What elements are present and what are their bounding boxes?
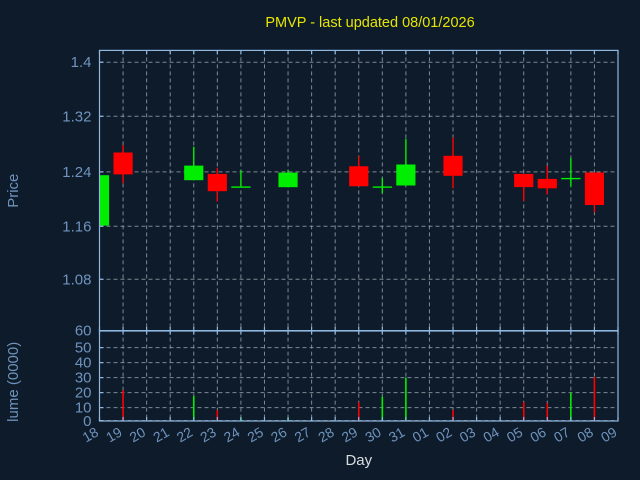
svg-text:60: 60 bbox=[75, 323, 92, 340]
svg-text:1.24: 1.24 bbox=[62, 164, 91, 181]
svg-text:lume (0000): lume (0000) bbox=[5, 342, 22, 422]
svg-text:PMVP - last updated 08/01/2026: PMVP - last updated 08/01/2026 bbox=[265, 15, 474, 31]
svg-text:1.16: 1.16 bbox=[62, 218, 91, 235]
svg-text:Price: Price bbox=[5, 174, 22, 208]
svg-text:1.4: 1.4 bbox=[71, 54, 92, 71]
svg-text:Day: Day bbox=[345, 452, 372, 469]
svg-text:1.32: 1.32 bbox=[62, 108, 91, 125]
svg-text:1.08: 1.08 bbox=[62, 271, 91, 288]
